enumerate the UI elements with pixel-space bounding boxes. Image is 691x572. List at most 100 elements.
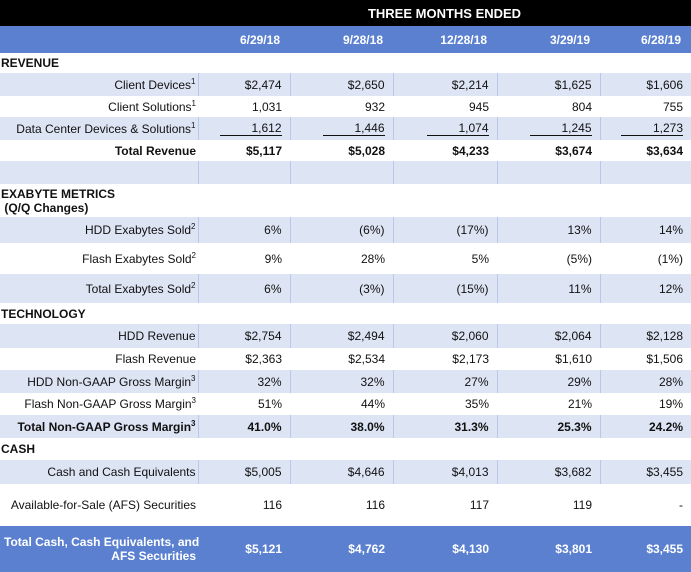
row-label-text: HDD Non-GAAP Gross Margin xyxy=(27,374,192,389)
value-cell: 804 xyxy=(497,96,600,117)
cell-value: 28% xyxy=(659,374,684,389)
period-header: 9/28/18 xyxy=(290,26,393,53)
value-cell: $1,625 xyxy=(496,73,600,96)
table-row: Cash and Cash Equivalents $5,005 $4,646 $4,… xyxy=(0,460,691,484)
row-label: Total Non-GAAP Gross Margin3 xyxy=(0,415,198,438)
cell-value: 41.0% xyxy=(247,419,282,434)
cell-value: - xyxy=(679,498,684,512)
cell-value: 804 xyxy=(571,99,592,114)
value-cell: 1,612 xyxy=(197,117,290,140)
cell-value: 32% xyxy=(257,374,282,389)
row-label: EXABYTE METRICS (Q/Q Changes) xyxy=(0,184,198,217)
period-header-row: 6/29/18 9/28/18 12/28/18 3/29/19 6/28/19 xyxy=(0,26,691,53)
row-label-text: REVENUE xyxy=(1,56,60,70)
row-label-text: Total Exabytes Sold xyxy=(85,281,192,296)
value-cell: $2,173 xyxy=(393,348,497,370)
value-cell: 119 xyxy=(497,484,600,526)
value-cell: $3,682 xyxy=(496,460,600,484)
value-cell xyxy=(290,303,393,324)
value-cell: 1,074 xyxy=(392,117,497,140)
row-label: Flash Non-GAAP Gross Margin3 xyxy=(0,393,198,415)
cell-value: (1%) xyxy=(657,251,684,266)
value-cell: $5,005 xyxy=(197,460,290,484)
footnote-marker: 3 xyxy=(191,373,196,383)
table-row: Available-for-Sale (AFS) Securities 116 11… xyxy=(0,484,691,526)
period-header: 12/28/18 xyxy=(393,26,497,53)
cell-value: 1,031 xyxy=(251,99,282,114)
row-label: Total Exabytes Sold2 xyxy=(0,274,198,303)
row-label-text: Total Revenue xyxy=(114,143,196,158)
cell-value: 19% xyxy=(659,397,684,411)
value-cell: $3,455 xyxy=(600,526,691,572)
value-cell: 1,446 xyxy=(289,117,393,140)
row-label-text: Data Center Devices & Solutions xyxy=(16,121,192,136)
value-cell xyxy=(290,438,393,460)
value-cell xyxy=(393,53,497,73)
cell-value: $4,130 xyxy=(452,542,489,556)
value-cell: $3,634 xyxy=(600,140,691,161)
value-cell: 31.3% xyxy=(392,415,497,438)
value-cell xyxy=(497,303,600,324)
value-cell xyxy=(599,161,691,184)
period-header: 6/28/19 xyxy=(600,26,691,53)
cell-value: 9% xyxy=(264,251,282,266)
section-row: TECHNOLOGY xyxy=(0,303,691,324)
cell-value: 6% xyxy=(264,281,282,296)
cell-value: $5,117 xyxy=(245,143,282,158)
cell-value: 116 xyxy=(262,498,282,512)
cell-value: $2,650 xyxy=(347,77,385,92)
cell-value: 21% xyxy=(567,397,592,411)
value-cell: $4,762 xyxy=(290,526,393,572)
value-cell: 28% xyxy=(599,370,691,393)
value-cell: $1,606 xyxy=(599,73,691,96)
value-cell: 1,031 xyxy=(198,96,290,117)
row-label: Flash Exabytes Sold2 xyxy=(0,243,198,274)
value-cell xyxy=(198,303,290,324)
cell-value: 12% xyxy=(659,281,684,296)
value-cell: 945 xyxy=(393,96,497,117)
value-cell: 1,273 xyxy=(599,117,691,140)
section-row: EXABYTE METRICS (Q/Q Changes) xyxy=(0,184,691,217)
value-cell: $2,494 xyxy=(289,324,393,348)
value-cell: 25.3% xyxy=(496,415,600,438)
cell-value: 25.3% xyxy=(557,419,592,434)
value-cell: $3,801 xyxy=(497,526,600,572)
value-cell: (5%) xyxy=(497,243,600,274)
value-cell: $1,610 xyxy=(497,348,600,370)
footnote-marker: 3 xyxy=(191,396,196,405)
value-cell: 32% xyxy=(197,370,290,393)
cell-value: $2,128 xyxy=(646,329,684,343)
row-label: Total Cash, Cash Equivalents, and AFS Sec… xyxy=(0,526,199,572)
value-cell: 116 xyxy=(198,484,290,526)
row-label: Data Center Devices & Solutions1 xyxy=(0,117,198,140)
cell-value: 1,446 xyxy=(322,122,385,136)
value-cell: 35% xyxy=(393,393,497,415)
cell-value: 117 xyxy=(469,498,489,512)
value-cell: $2,060 xyxy=(392,324,497,348)
value-cell: $2,534 xyxy=(290,348,393,370)
cell-value: 11% xyxy=(568,281,592,296)
cell-value: 44% xyxy=(360,397,385,411)
value-cell xyxy=(289,161,393,184)
value-cell: (15%) xyxy=(392,274,497,303)
cell-value: $3,674 xyxy=(555,143,592,158)
value-cell: 117 xyxy=(393,484,497,526)
cell-value: $4,646 xyxy=(347,465,385,479)
cell-value: (17%) xyxy=(456,223,489,237)
cell-value: 116 xyxy=(365,498,385,512)
value-cell xyxy=(393,438,497,460)
cell-value: $5,121 xyxy=(245,542,282,556)
group-header-row: THREE MONTHS ENDED xyxy=(0,0,691,26)
row-label: HDD Revenue xyxy=(0,324,198,348)
cell-value: $5,005 xyxy=(244,465,282,479)
cell-value: $5,028 xyxy=(348,143,385,158)
value-cell xyxy=(497,184,600,217)
row-label-text: CASH xyxy=(1,442,36,456)
cell-value: 119 xyxy=(572,498,592,512)
value-cell: (17%) xyxy=(392,217,497,243)
cell-value: $2,173 xyxy=(452,352,489,366)
cell-value: 13% xyxy=(567,223,592,237)
cell-value: 945 xyxy=(468,99,489,114)
value-cell: $3,455 xyxy=(599,460,691,484)
row-label-text: HDD Revenue xyxy=(118,329,196,343)
